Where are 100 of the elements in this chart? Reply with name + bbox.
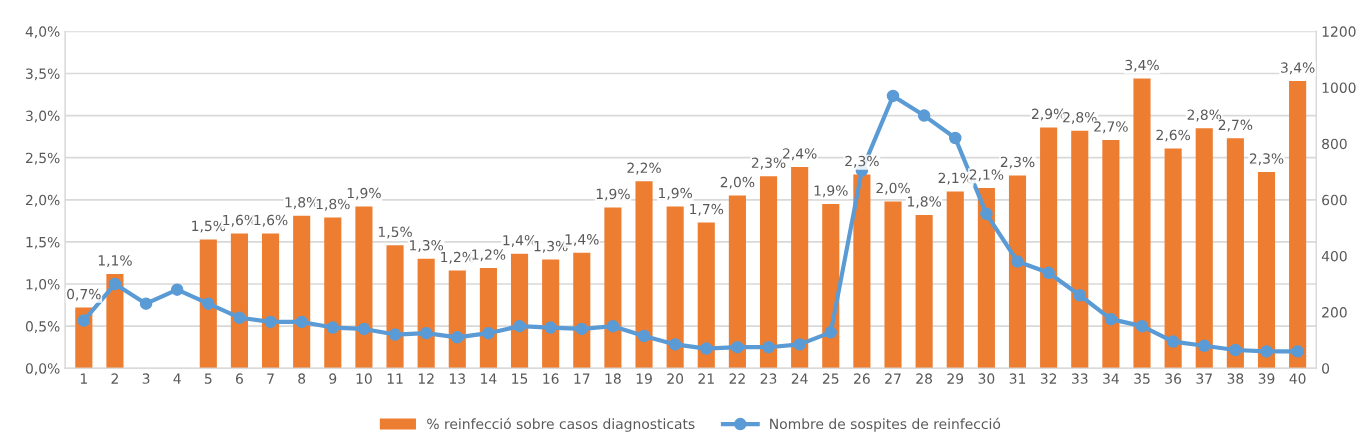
- point: [1291, 345, 1304, 358]
- point: [233, 311, 246, 324]
- x-tick-label: 15: [512, 373, 528, 384]
- point: [326, 321, 340, 334]
- x-tick-label: 7: [267, 373, 274, 384]
- bar: [386, 245, 404, 369]
- data-label: 2,6%: [1156, 129, 1190, 142]
- bar: [106, 273, 124, 369]
- point: [108, 277, 122, 291]
- bar: [728, 195, 746, 369]
- bar: [791, 166, 809, 369]
- x-tick-label: 18: [605, 373, 621, 384]
- y-tick-label: 4,0%: [25, 26, 60, 39]
- point: [1042, 266, 1055, 280]
- x-tick-label: 33: [1071, 373, 1088, 384]
- point: [451, 331, 464, 344]
- y2-tick-label: 600: [1322, 194, 1347, 206]
- bar: [1008, 175, 1027, 369]
- x-tick-label: 40: [1289, 373, 1306, 384]
- x-tick-label: 32: [1040, 373, 1057, 384]
- x-tick-label: 27: [885, 373, 901, 384]
- x-tick-label: 36: [1165, 373, 1182, 384]
- data-label: 1,2%: [472, 249, 506, 262]
- data-label: 1,9%: [659, 187, 693, 200]
- bar: [261, 233, 280, 369]
- y-tick-label: 2,5%: [26, 152, 60, 165]
- point: [1135, 319, 1149, 333]
- bar: [542, 259, 560, 369]
- bar: [448, 270, 466, 369]
- x-tick-label: 37: [1196, 373, 1212, 384]
- point: [980, 207, 993, 221]
- point: [170, 283, 184, 296]
- y-tick-label: 3,0%: [26, 110, 60, 123]
- data-label: 1,5%: [192, 220, 226, 233]
- bar: [1257, 172, 1276, 369]
- point: [731, 340, 744, 354]
- y2-tick-label: 1000: [1322, 82, 1356, 93]
- point: [295, 315, 308, 329]
- bar: [324, 217, 342, 369]
- point: [1229, 343, 1242, 357]
- bar: [199, 239, 217, 369]
- bar: [759, 176, 778, 369]
- bar: [946, 191, 964, 369]
- data-label: 1,2%: [441, 251, 475, 264]
- bar: [510, 253, 529, 369]
- data-label: 2,0%: [876, 182, 910, 195]
- point: [513, 319, 526, 333]
- bar: [479, 268, 497, 369]
- bar: [1289, 81, 1307, 369]
- bar: [977, 188, 995, 369]
- x-tick-label: 19: [636, 373, 652, 384]
- x-tick-label: 30: [978, 373, 995, 384]
- x-tick-label: 8: [298, 373, 306, 384]
- data-label: 1,3%: [410, 240, 444, 252]
- bar: [293, 215, 311, 369]
- point: [886, 89, 900, 103]
- y2-tick-label: 1200: [1322, 26, 1356, 37]
- bar: [1226, 138, 1244, 369]
- data-label: 1,7%: [690, 203, 724, 216]
- bar: [355, 206, 373, 369]
- point: [482, 326, 495, 340]
- point: [824, 326, 838, 339]
- y-tick-label: 0,0%: [25, 363, 60, 376]
- x-tick-label: 31: [1009, 373, 1026, 384]
- point: [917, 109, 931, 122]
- data-label: 0,7%: [67, 288, 101, 301]
- x-tick-label: 21: [698, 373, 714, 384]
- x-tick-label: 22: [729, 373, 745, 384]
- point: [77, 314, 91, 327]
- y2-tick-label: 200: [1322, 307, 1347, 318]
- point: [1011, 255, 1024, 268]
- y-tick-label: 0,5%: [25, 321, 60, 334]
- x-tick-label: 12: [418, 373, 434, 384]
- data-label: 2,3%: [1000, 156, 1035, 169]
- point: [793, 338, 806, 351]
- bar: [1164, 148, 1182, 369]
- y2-tick-label: 400: [1321, 250, 1347, 262]
- point: [606, 319, 620, 333]
- x-tick-label: 3: [142, 373, 150, 384]
- point: [357, 322, 371, 336]
- data-label: 1,8%: [908, 196, 942, 209]
- x-tick-label: 39: [1258, 373, 1275, 384]
- y-tick-label: 3,5%: [26, 68, 60, 81]
- x-tick-label: 5: [204, 373, 212, 384]
- point: [1260, 345, 1273, 358]
- data-label: 1,9%: [814, 185, 848, 198]
- bar: [417, 258, 435, 369]
- bar: [1071, 130, 1089, 369]
- point: [1166, 335, 1180, 348]
- y2-tick-label: 800: [1322, 138, 1347, 150]
- bar: [666, 206, 684, 369]
- bar: [635, 181, 653, 369]
- point: [668, 338, 682, 351]
- x-tick-label: 16: [543, 373, 559, 384]
- x-tick-label: 9: [329, 373, 337, 384]
- y-tick-label: 2,0%: [26, 194, 60, 207]
- point: [700, 342, 713, 355]
- bar: [230, 233, 248, 369]
- x-tick-label: 13: [449, 373, 466, 384]
- data-label: 2,0%: [720, 176, 755, 189]
